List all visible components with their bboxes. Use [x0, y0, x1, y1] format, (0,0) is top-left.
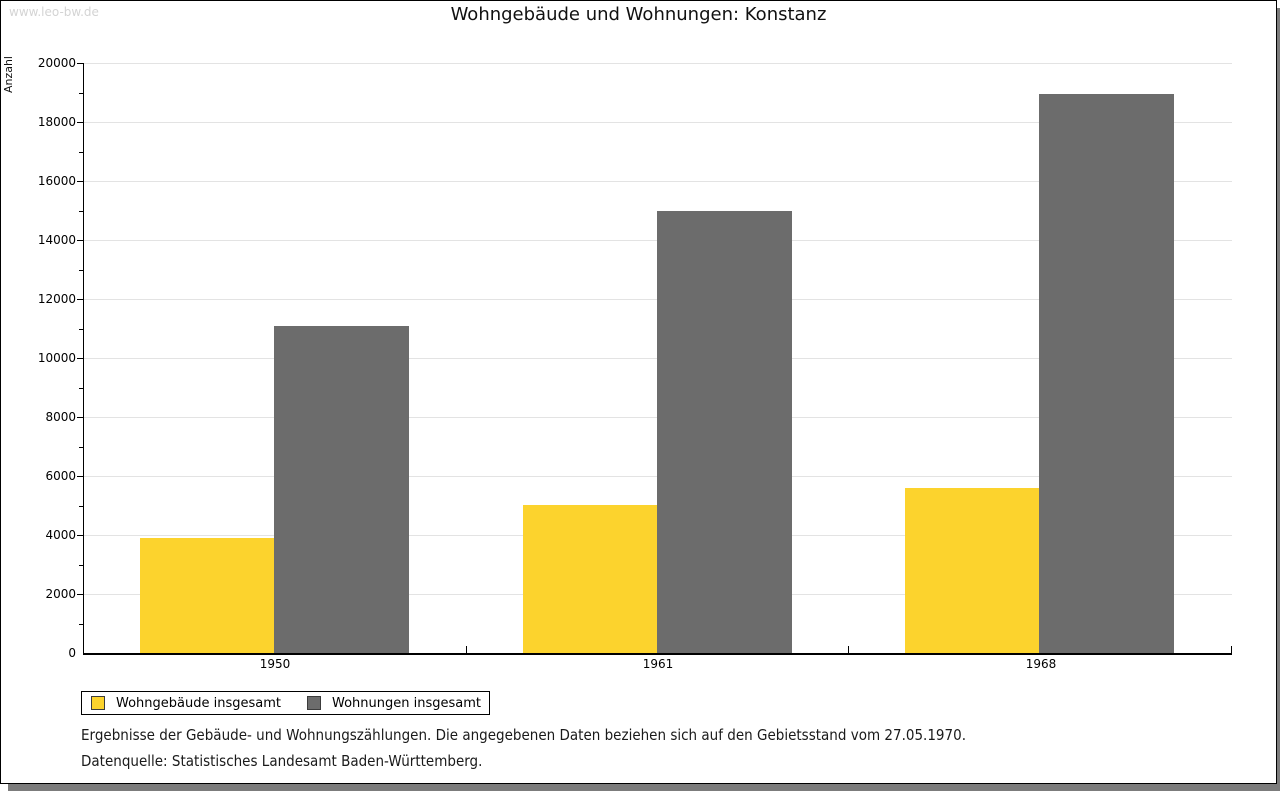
gridline: [84, 122, 1232, 123]
y-axis-tick-label: 2000: [45, 587, 76, 601]
legend-item: Wohnungen insgesamt: [307, 696, 481, 711]
bar-wohnungen-insgesamt-1961: [657, 211, 792, 653]
y-axis-tick-label: 20000: [37, 56, 76, 70]
panel-shadow-right: [1277, 8, 1280, 791]
watermark: www.leo-bw.de: [9, 5, 99, 19]
y-axis-minor-tick: [79, 506, 83, 507]
legend-swatch-icon: [91, 696, 105, 710]
footnote-line-1: Ergebnisse der Gebäude- und Wohnungszähl…: [81, 726, 966, 744]
footnote-line-2: Datenquelle: Statistisches Landesamt Bad…: [81, 752, 483, 770]
y-axis-tick-label: 8000: [45, 410, 76, 424]
y-axis-minor-tick: [79, 447, 83, 448]
legend: Wohngebäude insgesamt Wohnungen insgesamt: [81, 691, 490, 715]
y-axis-minor-tick: [79, 152, 83, 153]
legend-label: Wohngebäude insgesamt: [116, 695, 281, 711]
y-axis-minor-tick: [79, 93, 83, 94]
y-axis-tick-label: 18000: [37, 115, 76, 129]
y-axis-major-tick: [77, 240, 83, 241]
y-axis-major-tick: [77, 535, 83, 536]
y-axis-minor-tick: [79, 270, 83, 271]
gridline: [84, 63, 1232, 64]
plot-area: 0 2000 4000 6000 8000 10000 12000 14000 16000 180…: [38, 56, 1232, 671]
x-axis-tick: [1231, 646, 1232, 653]
y-axis-major-tick: [77, 417, 83, 418]
bar-wohngeb-ude-insgesamt-1968: [905, 488, 1039, 653]
y-axis-minor-tick: [79, 565, 83, 566]
y-axis-major-tick: [77, 476, 83, 477]
y-axis-tick-label: 14000: [37, 233, 76, 247]
y-axis-tick-label: 4000: [45, 528, 76, 542]
y-axis-tick-label: 6000: [45, 469, 76, 483]
y-axis-major-tick: [77, 358, 83, 359]
y-axis-minor-tick: [79, 329, 83, 330]
panel-shadow-bottom: [8, 784, 1280, 791]
y-axis-tick-label: 16000: [37, 174, 76, 188]
legend-item: Wohngebäude insgesamt: [91, 696, 281, 711]
y-axis-minor-tick: [79, 624, 83, 625]
y-axis-tick-label: 10000: [37, 351, 76, 365]
y-axis-major-tick: [77, 122, 83, 123]
y-axis-major-tick: [77, 594, 83, 595]
y-axis-tick-label: 12000: [37, 292, 76, 306]
x-axis-category-label: 1961: [642, 657, 674, 671]
y-axis-major-tick: [77, 181, 83, 182]
bar-wohngeb-ude-insgesamt-1950: [140, 538, 274, 653]
gridline: [84, 181, 1232, 182]
y-axis-minor-tick: [79, 211, 83, 212]
chart-title: Wohngebäude und Wohnungen: Konstanz: [450, 4, 827, 25]
x-axis-tick: [848, 646, 849, 653]
x-axis-category-label: 1950: [259, 657, 291, 671]
bar-wohnungen-insgesamt-1950: [274, 326, 409, 653]
bar-wohngeb-ude-insgesamt-1961: [523, 505, 657, 653]
legend-swatch-icon: [307, 696, 321, 710]
bar-wohnungen-insgesamt-1968: [1039, 94, 1174, 653]
y-axis-minor-tick: [79, 388, 83, 389]
x-axis-tick: [466, 646, 467, 653]
y-axis-major-tick: [77, 63, 83, 64]
y-axis-major-tick: [77, 299, 83, 300]
y-axis-tick-label: 0: [68, 646, 76, 660]
legend-label: Wohnungen insgesamt: [332, 695, 481, 711]
x-axis-category-label: 1968: [1025, 657, 1057, 671]
